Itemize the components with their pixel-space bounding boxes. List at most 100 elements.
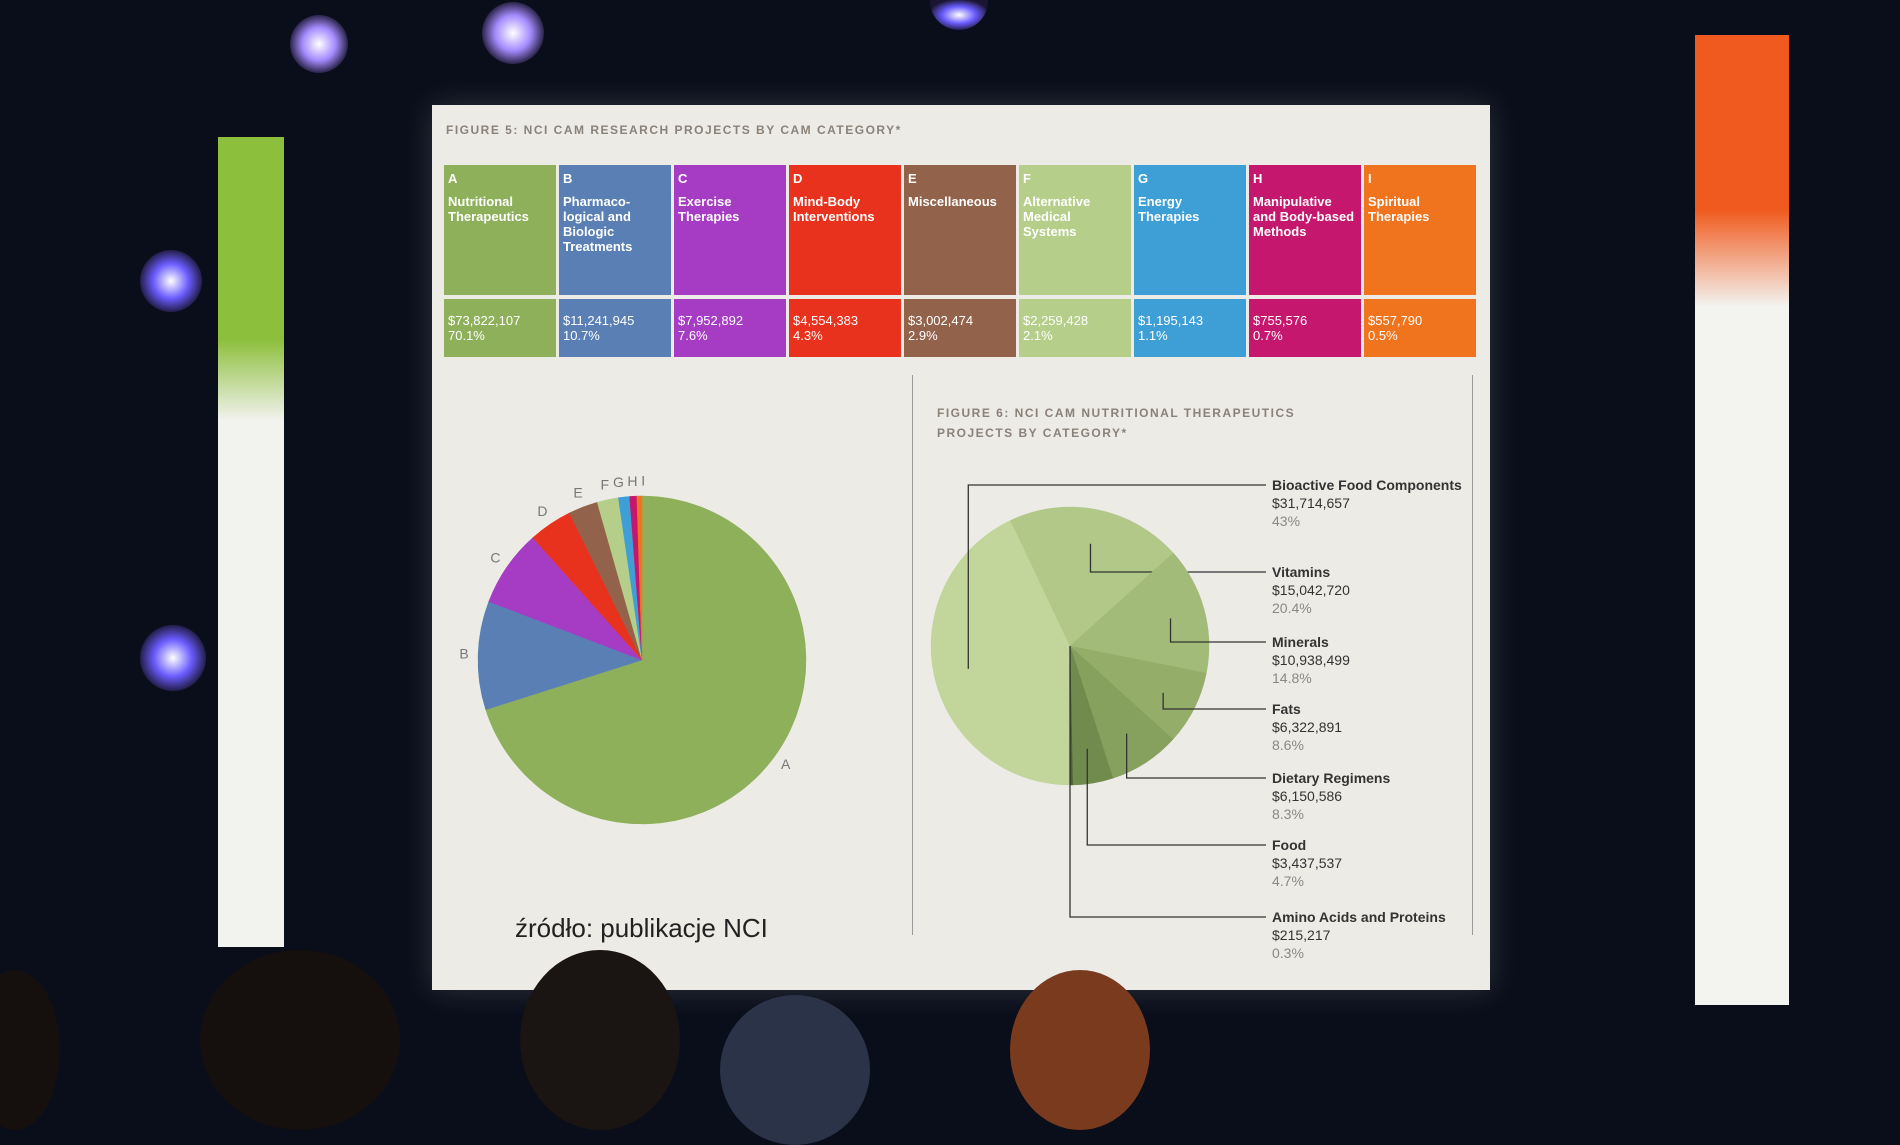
pie-label: A: [781, 756, 791, 772]
category-percent: 8.3%: [1272, 806, 1304, 822]
category-tile: I Spiritual Therapies: [1364, 165, 1476, 295]
pie-label: D: [537, 503, 547, 519]
callout-line: [967, 484, 1266, 669]
category-tile: H Manipulative and Body-based Methods: [1249, 165, 1361, 295]
tile-amount: $7,952,892: [678, 313, 744, 328]
callout-line: [1162, 692, 1266, 710]
value-tile: $1,195,143 1.1%: [1134, 299, 1246, 357]
pie-label: I: [641, 473, 645, 489]
tile-letter: A: [448, 171, 458, 186]
callout-label: Dietary Regimens $6,150,586 8.3%: [1272, 769, 1462, 823]
tile-name: Miscellaneous: [908, 194, 997, 209]
tile-letter: C: [678, 171, 688, 186]
category-percent: 0.3%: [1272, 945, 1304, 961]
callout-label: Minerals $10,938,499 14.8%: [1272, 633, 1462, 687]
pie-slice: [485, 495, 807, 825]
pie-label: F: [601, 477, 610, 493]
callout-label: Amino Acids and Proteins $215,217 0.3%: [1272, 908, 1462, 962]
pie-slice: [636, 495, 643, 661]
category-amount: $215,217: [1272, 927, 1331, 943]
category-tile: C Exercise Therapies: [674, 165, 786, 295]
tile-percent: 4.3%: [793, 328, 823, 343]
callout-label: Food $3,437,537 4.7%: [1272, 836, 1462, 890]
value-tile: $3,002,474 2.9%: [904, 299, 1016, 357]
tile-letter: B: [563, 171, 573, 186]
figure-title: FIGURE 5: NCI CAM RESEARCH PROJECTS BY C…: [446, 123, 902, 137]
tile-amount: $3,002,474: [908, 313, 974, 328]
callout-line: [1069, 646, 1266, 918]
category-name: Fats: [1272, 701, 1301, 717]
pie-label: B: [459, 646, 468, 662]
chart: A B C D E F G H I: [459, 473, 1266, 918]
category-percent: 14.8%: [1272, 670, 1312, 686]
category-amount: $6,322,891: [1272, 719, 1343, 735]
tile-letter: D: [793, 171, 803, 186]
category-amount: $3,437,537: [1272, 855, 1343, 871]
tile-amount: $4,554,383: [793, 313, 859, 328]
category-tile: F Alternative Medical Systems: [1019, 165, 1131, 295]
audience-head: [1010, 970, 1150, 1130]
tile-name: Alternative Medical Systems: [1023, 194, 1091, 239]
callout-line: [1169, 618, 1266, 643]
callout-line: [1125, 733, 1266, 779]
audience-head: [200, 950, 400, 1130]
value-tile: $755,576 0.7%: [1249, 299, 1361, 357]
tile-percent: 70.1%: [448, 328, 485, 343]
tile-name: Exercise Therapies: [678, 194, 740, 224]
tile-amount: $755,576: [1253, 313, 1308, 328]
tile-amount: $2,259,428: [1023, 313, 1089, 328]
caption: źródło: publikacje NCI: [515, 913, 768, 943]
category-name: Food: [1272, 837, 1307, 853]
value-tile: $11,241,945 10.7%: [559, 299, 671, 357]
pie-label: E: [573, 485, 582, 501]
category-tile: E Miscellaneous: [904, 165, 1016, 295]
tile-amount: $557,790: [1368, 313, 1423, 328]
tile-name: Mind-Body Interventions: [793, 194, 875, 224]
tile-name: Manipulative and Body-based Methods: [1253, 194, 1355, 239]
category-amount: $31,714,657: [1272, 495, 1350, 511]
tile-name: Pharmaco-logical and Biologic Treatments: [563, 194, 633, 254]
value-tile: $4,554,383 4.3%: [789, 299, 901, 357]
tile-percent: 10.7%: [563, 328, 600, 343]
stage-light: [140, 625, 206, 691]
pie-label: G: [613, 474, 624, 490]
tile-letter: I: [1368, 171, 1372, 186]
tile-amount: $73,822,107: [448, 313, 521, 328]
slide: FIGURE 5: NCI CAM RESEARCH PROJECTS BY C…: [432, 105, 1490, 990]
tile-name: Spiritual Therapies: [1368, 194, 1430, 224]
category-amount: $6,150,586: [1272, 788, 1343, 804]
tile-percent: 0.5%: [1368, 328, 1398, 343]
audience-head: [720, 995, 870, 1145]
divider: [912, 375, 913, 935]
pie-label: H: [627, 473, 637, 489]
value-tile: $2,259,428 2.1%: [1019, 299, 1131, 357]
tile-letter: G: [1138, 171, 1149, 186]
callout-label: Vitamins $15,042,720 20.4%: [1272, 563, 1462, 617]
category-name: Bioactive Food Components: [1272, 477, 1462, 493]
callout-label: Bioactive Food Components $31,714,657 43%: [1272, 476, 1462, 530]
category-tile: B Pharmaco-logical and Biologic Treatment…: [559, 165, 671, 295]
tile-amount: $1,195,143: [1138, 313, 1204, 328]
pie-slice: [477, 601, 643, 711]
pie-slice: [1010, 506, 1174, 647]
category-amount: $10,938,499: [1272, 652, 1350, 668]
category-name: Minerals: [1272, 634, 1329, 650]
value-tile: $557,790 0.5%: [1364, 299, 1476, 357]
page: FIGURE 5: NCI CAM RESEARCH PROJECTS BY C…: [0, 0, 1789, 1145]
tile-percent: 2.1%: [1023, 328, 1053, 343]
figure-title: FIGURE 6: NCI CAM NUTRITIONAL THERAPEUTI…: [937, 406, 1296, 440]
category-name: Vitamins: [1272, 564, 1331, 580]
stage-light: [140, 250, 202, 312]
side-panel: [1695, 35, 1789, 1005]
divider: [1472, 375, 1473, 935]
value-tile: $7,952,892 7.6%: [674, 299, 786, 357]
tile-percent: 1.1%: [1138, 328, 1168, 343]
stage-light: [482, 2, 544, 64]
pie-slice: [1069, 552, 1210, 674]
callout-line: [1086, 748, 1266, 846]
category-percent: 4.7%: [1272, 873, 1304, 889]
value-tile: $73,822,107 70.1%: [444, 299, 556, 357]
tile-amount: $11,241,945: [563, 313, 635, 328]
tile-letter: H: [1253, 171, 1263, 186]
category-amount: $15,042,720: [1272, 582, 1350, 598]
